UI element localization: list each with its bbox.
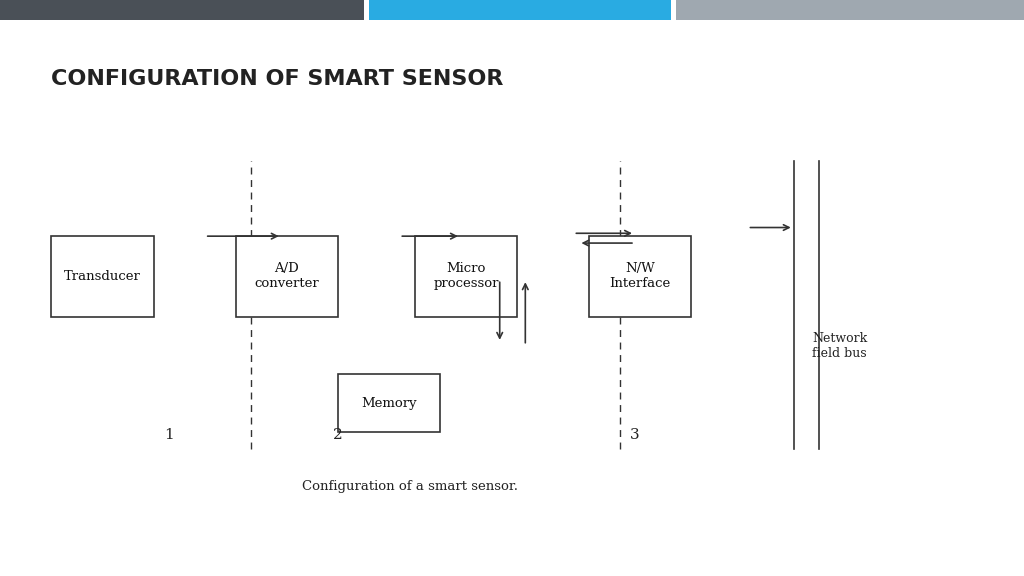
Text: N/W
Interface: N/W Interface xyxy=(609,263,671,290)
Text: 2: 2 xyxy=(333,428,343,442)
Text: 3: 3 xyxy=(630,428,640,442)
Text: Memory: Memory xyxy=(361,397,417,410)
Text: Transducer: Transducer xyxy=(63,270,141,283)
FancyBboxPatch shape xyxy=(338,374,440,432)
Text: Micro
processor: Micro processor xyxy=(433,263,499,290)
Text: 1: 1 xyxy=(164,428,174,442)
Text: CONFIGURATION OF SMART SENSOR: CONFIGURATION OF SMART SENSOR xyxy=(51,69,504,89)
Text: A/D
converter: A/D converter xyxy=(254,263,319,290)
FancyBboxPatch shape xyxy=(51,236,154,317)
Text: Configuration of a smart sensor.: Configuration of a smart sensor. xyxy=(302,480,517,493)
FancyBboxPatch shape xyxy=(589,236,691,317)
FancyBboxPatch shape xyxy=(415,236,517,317)
Text: Network
field bus: Network field bus xyxy=(812,332,867,359)
FancyBboxPatch shape xyxy=(236,236,338,317)
